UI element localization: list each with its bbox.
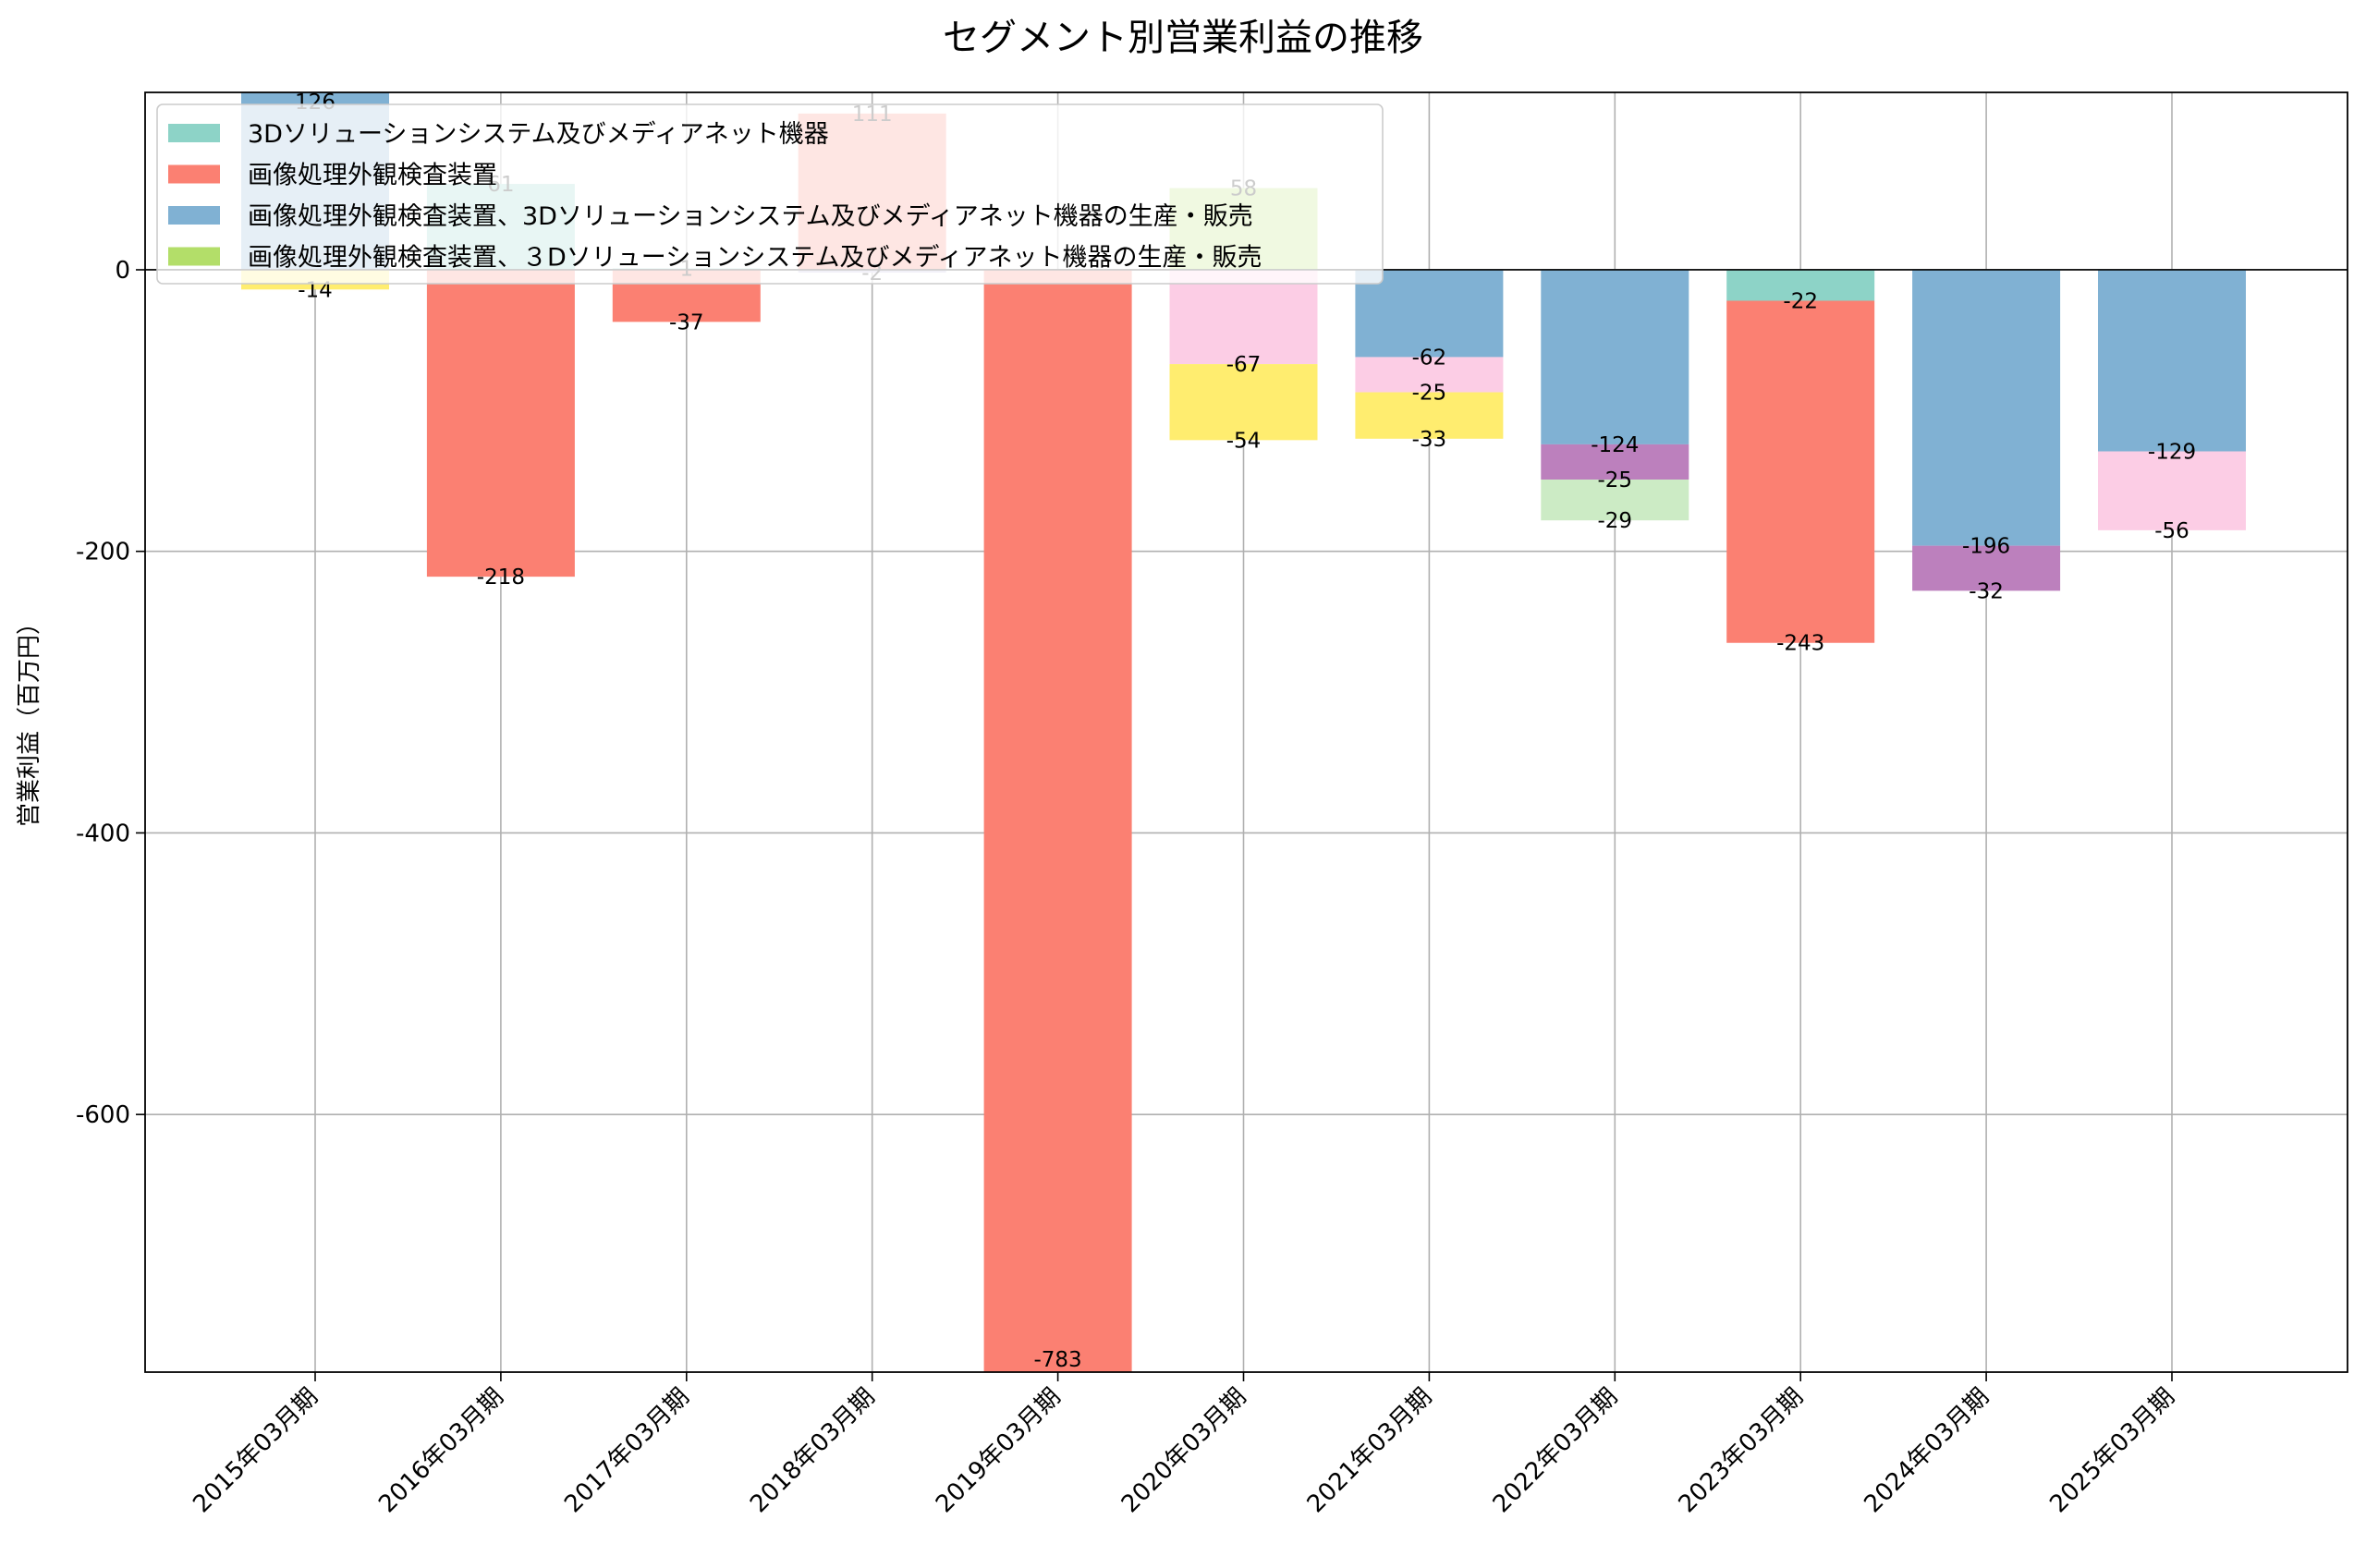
bar bbox=[426, 269, 575, 577]
data-label: -25 bbox=[1598, 468, 1633, 492]
data-label: -124 bbox=[1591, 433, 1639, 457]
chart-title: セグメント別営業利益の推移 bbox=[943, 17, 1423, 59]
bar bbox=[1541, 480, 1689, 521]
legend-label: 画像処理外観検査装置 bbox=[248, 162, 497, 190]
bar bbox=[1355, 357, 1504, 393]
data-label: -37 bbox=[669, 310, 704, 334]
x-tick-label: 2017年03月期 bbox=[559, 1383, 695, 1519]
x-tick-label: 2020年03月期 bbox=[1116, 1383, 1252, 1519]
y-tick-label: -400 bbox=[76, 820, 130, 847]
data-label: -22 bbox=[1783, 290, 1818, 314]
bar bbox=[1912, 545, 2061, 591]
data-labels: 126-1461-2181-37111-2-78358-67-54-62-25-… bbox=[295, 91, 2196, 1372]
x-tick-label: 2021年03月期 bbox=[1302, 1383, 1438, 1519]
data-label: -56 bbox=[2154, 519, 2189, 543]
x-tick-label: 2023年03月期 bbox=[1674, 1383, 1810, 1519]
x-tick-label: 2019年03月期 bbox=[931, 1383, 1067, 1519]
bar bbox=[2098, 451, 2246, 530]
legend-label: 3Dソリューションシステム及びメディアネット機器 bbox=[248, 120, 829, 149]
data-label: -218 bbox=[477, 565, 525, 590]
x-tick-label: 2016年03月期 bbox=[373, 1383, 509, 1519]
data-label: -25 bbox=[1412, 382, 1447, 406]
data-label: -33 bbox=[1412, 428, 1447, 452]
bar bbox=[1726, 300, 1875, 643]
data-label: -29 bbox=[1598, 509, 1633, 533]
data-label: -783 bbox=[1033, 1348, 1081, 1372]
bar bbox=[1541, 269, 1689, 444]
bar bbox=[2098, 269, 2246, 452]
plot-frame bbox=[144, 91, 2348, 1373]
bar bbox=[1169, 269, 1318, 365]
bar bbox=[1912, 269, 2061, 546]
data-label: -243 bbox=[1776, 632, 1824, 656]
y-tick-label: -600 bbox=[76, 1101, 130, 1129]
bar bbox=[1726, 269, 1875, 301]
legend: 3Dソリューションシステム及びメディアネット機器画像処理外観検査装置画像処理外観… bbox=[156, 103, 1384, 285]
x-tick-label: 2018年03月期 bbox=[745, 1383, 881, 1519]
legend-label: 画像処理外観検査装置、3Dソリューションシステム及びメディアネット機器の生産・販… bbox=[248, 202, 1253, 231]
data-label: -67 bbox=[1226, 353, 1262, 377]
bar bbox=[1169, 364, 1318, 441]
x-tick-label: 2024年03月期 bbox=[1859, 1383, 1994, 1519]
bar bbox=[1355, 392, 1504, 439]
bar bbox=[1355, 269, 1504, 358]
data-label: -32 bbox=[1969, 579, 2004, 603]
bar bbox=[983, 269, 1132, 1372]
data-label: -62 bbox=[1412, 346, 1447, 370]
data-label: -54 bbox=[1226, 429, 1262, 453]
y-axis-label: 営業利益（百万円） bbox=[16, 611, 43, 827]
legend-swatch bbox=[168, 247, 220, 266]
legend-swatch bbox=[168, 164, 220, 184]
x-tick-label: 2025年03月期 bbox=[2044, 1383, 2180, 1519]
x-tick-label: 2015年03月期 bbox=[188, 1383, 323, 1519]
bar bbox=[1541, 444, 1689, 480]
legend-label: 画像処理外観検査装置、３Dソリューションシステム及びメディアネット機器の生産・販… bbox=[248, 244, 1262, 273]
y-tick-label: -200 bbox=[76, 539, 130, 566]
legend-swatch bbox=[168, 206, 220, 225]
data-label: -129 bbox=[2148, 441, 2196, 465]
y-tick-label: 0 bbox=[115, 257, 130, 285]
x-tick-label: 2022年03月期 bbox=[1488, 1383, 1624, 1519]
legend-swatch bbox=[168, 124, 220, 142]
data-label: -196 bbox=[1962, 535, 2010, 559]
legend-box bbox=[156, 103, 1384, 285]
